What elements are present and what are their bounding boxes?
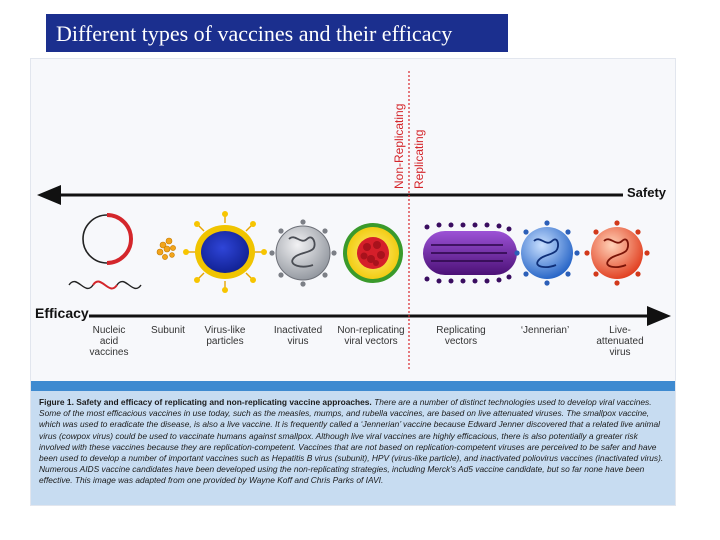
vaccine-figure: Safety Efficacy Non-Replicating Replicat… xyxy=(30,58,676,506)
type-label-jennerian: ‘Jennerian’ xyxy=(520,325,570,336)
inactivated-virus-icon xyxy=(269,219,337,287)
nucleic-acid-icon xyxy=(68,213,142,290)
slide-title: Different types of vaccines and their ef… xyxy=(46,14,508,52)
non-replicating-label: Non-Replicating xyxy=(392,103,406,189)
type-label-subunit: Subunit xyxy=(151,325,185,336)
live-attenuated-virus-icon xyxy=(584,220,650,286)
replicating-label: Replicating xyxy=(412,129,426,189)
caption-body: There are a number of distinct technolog… xyxy=(39,397,664,486)
efficacy-arrowhead xyxy=(647,306,671,326)
type-label-live-attenuated: Live-attenuated virus xyxy=(596,325,644,358)
caption-heading: Figure 1. Safety and efficacy of replica… xyxy=(39,397,372,407)
figure-caption: Figure 1. Safety and efficacy of replica… xyxy=(31,381,675,505)
subunit-icon xyxy=(156,237,176,260)
vaccine-diagram xyxy=(37,71,671,371)
virus-like-particle-icon xyxy=(183,211,267,293)
type-label-non-replicating-vectors: Non-replicating viral vectors xyxy=(337,325,405,347)
non-replicating-vector-icon xyxy=(343,223,403,283)
safety-arrowhead xyxy=(37,185,61,205)
replicating-vector-icon xyxy=(423,222,517,284)
jennerian-virus-icon xyxy=(514,220,580,286)
type-label-inactivated-virus: Inactivated virus xyxy=(273,325,323,347)
type-label-virus-like-particles: Virus-like particles xyxy=(204,325,246,347)
safety-label: Safety xyxy=(627,185,667,200)
efficacy-label: Efficacy xyxy=(35,305,89,321)
type-label-nucleic-acid: Nucleic acid vaccines xyxy=(89,325,129,358)
type-label-replicating-vectors: Replicating vectors xyxy=(436,325,486,347)
